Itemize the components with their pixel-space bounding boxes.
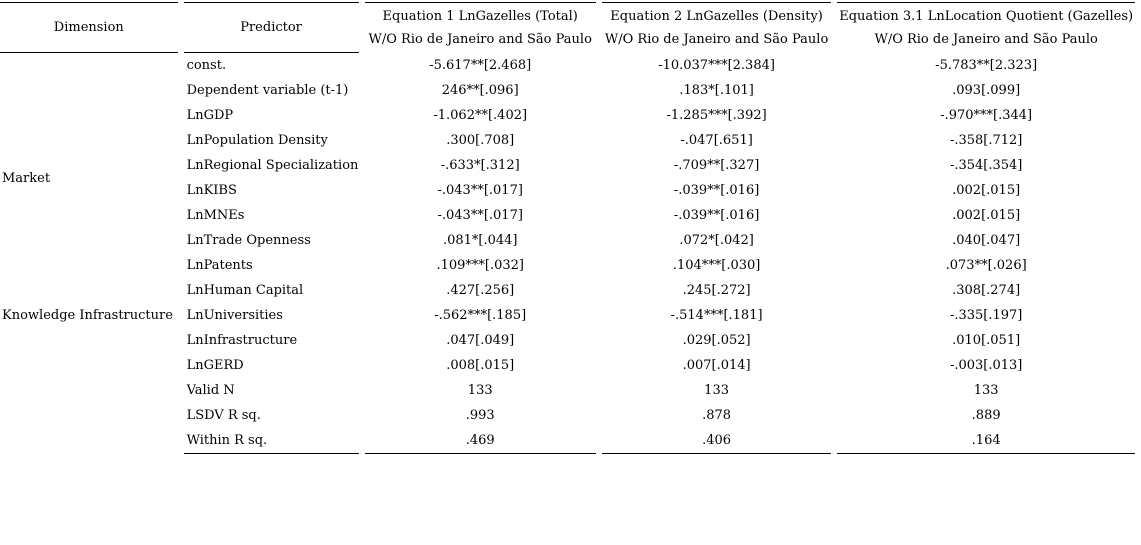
- value-cell-eq3: -.970***[.344]: [940, 108, 1033, 123]
- value-cell-eq1: .469: [364, 428, 596, 454]
- table-row: LnKIBS -.043**[.017] -.039**[.016] .002[.01…: [0, 178, 1135, 203]
- table-row: LnPopulation Density .300[.708] -.047[.651…: [0, 128, 1135, 153]
- value-cell-eq1: -1.062**[.402]: [433, 108, 528, 123]
- table-row: LnTrade Openness .081*[.044] .072*[.042] .0…: [0, 228, 1135, 253]
- value-cell-eq3: .010[.051]: [952, 333, 1021, 348]
- value-cell-eq3: -.003[.013]: [949, 358, 1023, 373]
- column-header-dimension: Dimension: [0, 2, 178, 53]
- value-cell-eq2: 133: [704, 383, 729, 398]
- dimension-cell: [0, 53, 178, 103]
- value-cell-eq3: .093[.099]: [952, 83, 1021, 98]
- value-cell-eq2: .183*[.101]: [679, 83, 754, 98]
- predictor-cell: LSDV R sq.: [186, 408, 261, 423]
- table-row: const. -5.617**[2.468] -10.037***[2.384] -5…: [0, 53, 1135, 78]
- value-cell-eq3: -5.783**[2.323]: [935, 58, 1038, 73]
- value-cell-eq2: -.047[.651]: [680, 133, 753, 148]
- predictor-cell: LnPatents: [186, 258, 253, 273]
- value-cell-eq1: -5.617**[2.468]: [429, 58, 532, 73]
- value-cell-eq3: -.358[.712]: [949, 133, 1023, 148]
- table-row: LnRegional Specialization -.633*[.312] -.7…: [0, 153, 1135, 178]
- table-header: Dimension Predictor Equation 1 LnGazelle…: [0, 2, 1135, 53]
- value-cell-eq1: .427[.256]: [446, 283, 515, 298]
- equation-2-subtitle: W/O Rio de Janeiro and São Paulo: [604, 32, 829, 47]
- value-cell-eq1: .300[.708]: [446, 133, 515, 148]
- predictor-cell: Within R sq.: [183, 428, 359, 454]
- value-cell-eq2: .029[.052]: [682, 333, 751, 348]
- value-cell-eq2: .245[.272]: [682, 283, 751, 298]
- value-cell-eq3: .308[.274]: [952, 283, 1021, 298]
- value-cell-eq3: 133: [973, 383, 999, 398]
- value-cell-eq3: .002[.015]: [952, 208, 1021, 223]
- table-row: LSDV R sq. .993 .878 .889: [0, 403, 1135, 428]
- table-row: Within R sq. .469.406.164: [0, 428, 1135, 454]
- predictor-cell: LnHuman Capital: [186, 283, 304, 298]
- table-row: Dependent variable (t-1) 246**[.096] .183*…: [0, 78, 1135, 103]
- value-cell-eq1: 133: [467, 383, 493, 398]
- column-header-equation-2: Equation 2 LnGazelles (Density) W/O Rio …: [601, 2, 832, 53]
- value-cell-eq1: -.633*[.312]: [440, 158, 520, 173]
- dimension-cell: Market: [2, 170, 51, 186]
- value-cell-eq1: .993: [465, 408, 495, 423]
- value-cell-eq1: -.043**[.017]: [437, 183, 523, 198]
- value-cell-eq2: .104***[.030]: [672, 258, 761, 273]
- predictor-cell: Dependent variable (t-1): [186, 83, 349, 98]
- predictor-cell: LnKIBS: [186, 183, 237, 198]
- value-cell-eq2: -1.285***[.392]: [666, 108, 767, 123]
- value-cell-eq3: .002[.015]: [952, 183, 1021, 198]
- predictor-cell: LnUniversities: [186, 308, 283, 323]
- equation-2-title: Equation 2 LnGazelles (Density): [610, 9, 823, 24]
- value-cell-eq2: -.709**[.327]: [673, 158, 760, 173]
- predictor-cell: LnInfrastructure: [186, 333, 298, 348]
- value-cell-eq2: .406: [601, 428, 832, 454]
- table-body: const. -5.617**[2.468] -10.037***[2.384] -5…: [0, 53, 1135, 454]
- header-row: Dimension Predictor Equation 1 LnGazelle…: [0, 2, 1135, 53]
- value-cell-eq3: .073**[.026]: [945, 258, 1027, 273]
- predictor-cell: const.: [186, 58, 227, 73]
- value-cell-eq2: -.039**[.016]: [673, 208, 760, 223]
- value-cell-eq1: .081*[.044]: [442, 233, 518, 248]
- value-cell-eq3: -.335[.197]: [949, 308, 1023, 323]
- equation-1-subtitle: W/O Rio de Janeiro and São Paulo: [368, 32, 592, 47]
- value-cell-eq2: .072*[.042]: [679, 233, 754, 248]
- value-cell-eq1: -.043**[.017]: [437, 208, 523, 223]
- table-row: LnInfrastructure .047[.049] .029[.052] .010…: [0, 328, 1135, 353]
- regression-results-table: Dimension Predictor Equation 1 LnGazelle…: [0, 2, 1141, 454]
- column-header-predictor: Predictor: [183, 2, 359, 53]
- table-row: Knowledge Infrastructure LnPatents .109***…: [0, 253, 1135, 323]
- predictor-cell: LnGDP: [186, 108, 234, 123]
- table-row: LnMNEs -.043**[.017] -.039**[.016] .002[.01…: [0, 203, 1135, 228]
- equation-3-title: Equation 3.1 LnLocation Quotient (Gazell…: [839, 9, 1134, 24]
- predictor-cell: Valid N: [186, 383, 235, 398]
- value-cell-eq2: -.039**[.016]: [673, 183, 760, 198]
- table-row: LnUniversities -.562***[.185] -.514***[.18…: [0, 303, 1135, 328]
- table-row: LnHuman Capital .427[.256] .245[.272] .308[…: [0, 278, 1135, 303]
- predictor-cell: LnRegional Specialization: [186, 158, 359, 173]
- value-cell-eq3: .889: [971, 408, 1001, 423]
- equation-1-title: Equation 1 LnGazelles (Total): [382, 9, 578, 24]
- predictor-cell: LnGERD: [186, 358, 244, 373]
- value-cell-eq2: -.514***[.181]: [670, 308, 763, 323]
- predictor-cell: LnMNEs: [186, 208, 245, 223]
- column-header-equation-1: Equation 1 LnGazelles (Total) W/O Rio de…: [364, 2, 596, 53]
- column-header-equation-3: Equation 3.1 LnLocation Quotient (Gazell…: [837, 2, 1135, 53]
- value-cell-eq2: -10.037***[2.384]: [658, 58, 775, 73]
- dimension-cell: Knowledge Infrastructure: [2, 308, 173, 323]
- value-cell-eq3: .040[.047]: [952, 233, 1021, 248]
- equation-3-subtitle: W/O Rio de Janeiro and São Paulo: [874, 32, 1098, 47]
- value-cell-eq3: -.354[.354]: [949, 158, 1023, 173]
- value-cell-eq3: .164: [837, 428, 1135, 454]
- value-cell-eq1: 246**[.096]: [441, 83, 519, 98]
- value-cell-eq2: .007[.014]: [682, 358, 751, 373]
- value-cell-eq1: -.562***[.185]: [434, 308, 527, 323]
- table-row: Market LnGDP -1.062**[.402] -1.285***[.392]…: [0, 103, 1135, 186]
- value-cell-eq1: .047[.049]: [446, 333, 515, 348]
- predictor-cell: LnTrade Openness: [186, 233, 311, 248]
- predictor-cell: LnPopulation Density: [186, 133, 328, 148]
- value-cell-eq1: .109***[.032]: [436, 258, 524, 273]
- table-row: Valid N 133 133 133: [0, 378, 1135, 403]
- dimension-cell: [0, 378, 178, 454]
- value-cell-eq1: .008[.015]: [446, 358, 515, 373]
- table-row: LnGERD .008[.015] .007[.014] -.003[.013]: [0, 353, 1135, 378]
- value-cell-eq2: .878: [702, 408, 732, 423]
